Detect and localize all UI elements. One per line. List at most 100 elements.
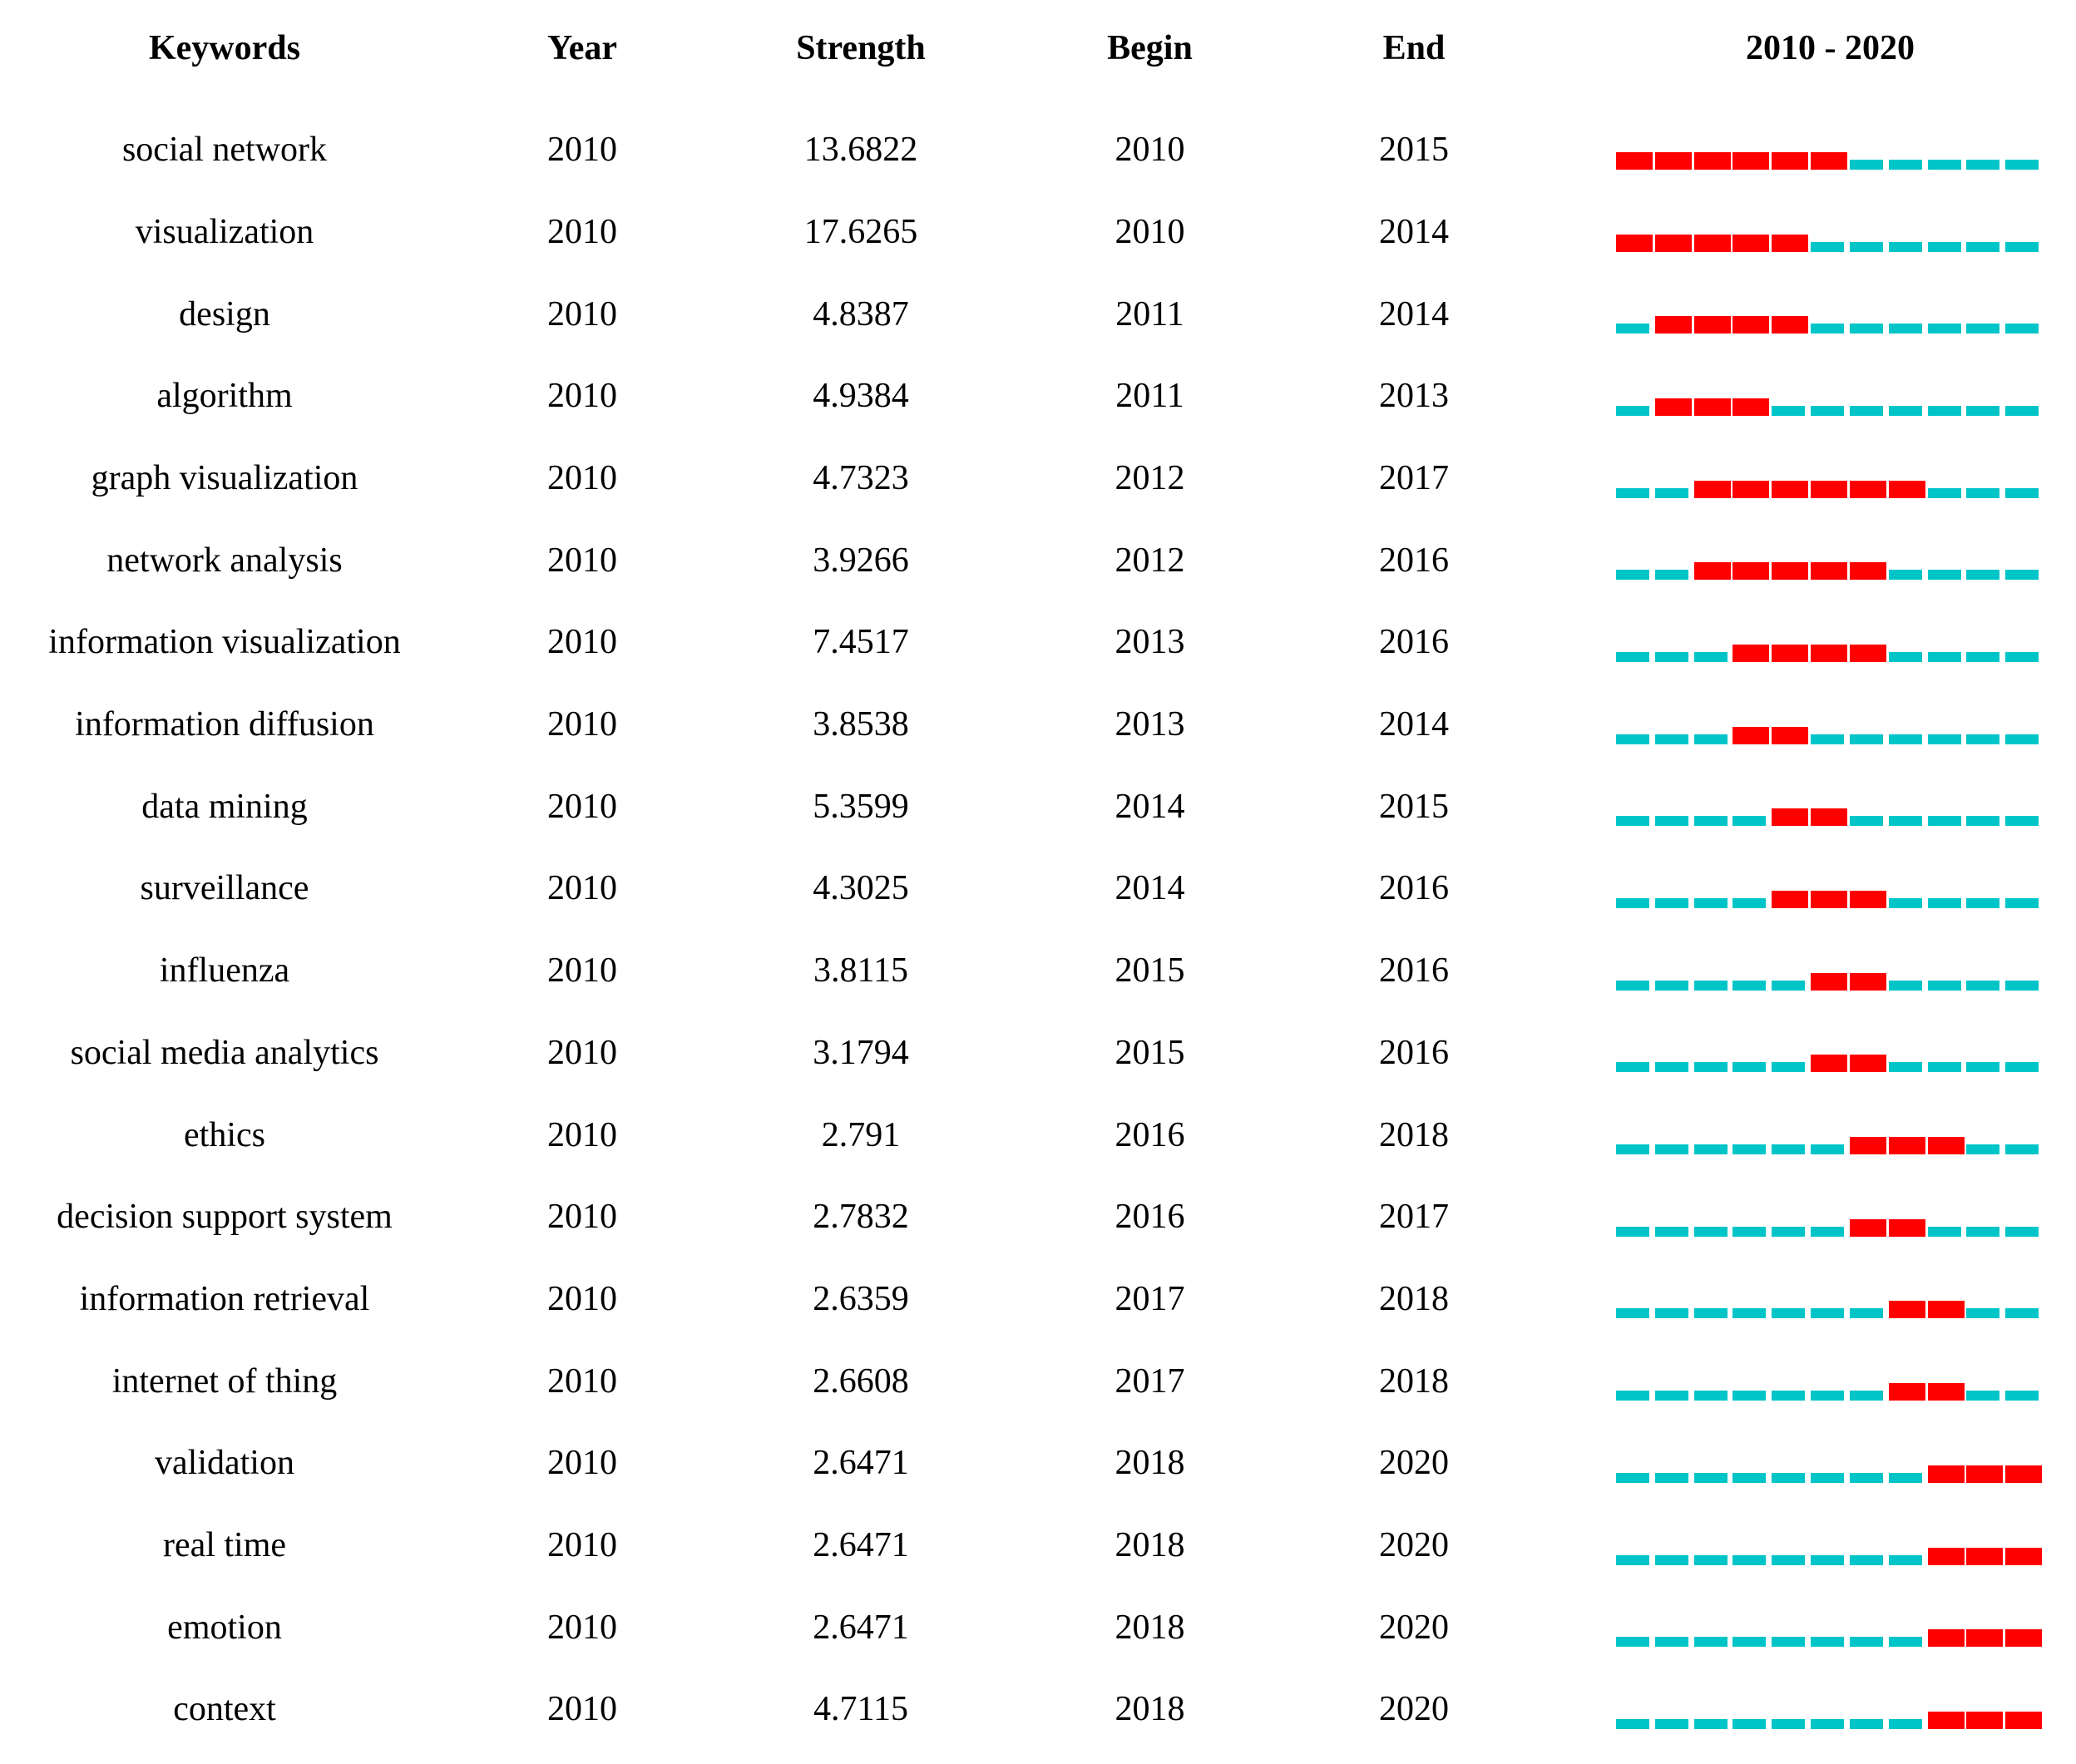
table-row: emotion 2010 2.6471 2018 2020: [0, 1586, 2076, 1668]
base-segment-2010: [1616, 1637, 1655, 1648]
end-cell: 2018: [1379, 1279, 1449, 1318]
burst-segment-2011: [1654, 151, 1694, 170]
burst-segment-2013: [1732, 398, 1772, 416]
burst-timeline-bar: [1616, 808, 2044, 827]
strength-cell: 2.791: [821, 1115, 901, 1154]
burst-segment-2018: [1927, 1711, 1967, 1729]
base-segment-2016: [1849, 1637, 1889, 1648]
base-segment-2013: [1732, 1391, 1772, 1401]
table-row: information diffusion 2010 3.8538 2013 2…: [0, 684, 2076, 766]
base-segment-2020: [2005, 734, 2044, 744]
keyword-cell: emotion: [167, 1608, 282, 1647]
keyword-cell: decision support system: [57, 1198, 393, 1237]
base-segment-2017: [1888, 651, 1928, 662]
timeline-cell: [1535, 1372, 2076, 1401]
base-segment-2012: [1693, 1472, 1733, 1483]
base-segment-2016: [1849, 1308, 1889, 1319]
base-segment-2016: [1849, 734, 1889, 744]
burst-segment-2012: [1693, 234, 1733, 252]
table-row: design 2010 4.8387 2011 2014: [0, 273, 2076, 355]
table-row: network analysis 2010 3.9266 2012 2016: [0, 519, 2076, 601]
base-segment-2011: [1654, 487, 1694, 498]
header-timeline: 2010 - 2020: [1535, 29, 2076, 67]
year-cell: 2010: [547, 212, 617, 251]
burst-timeline-bar: [1616, 480, 2044, 498]
base-segment-2010: [1616, 1554, 1655, 1565]
strength-cell: 4.7323: [813, 459, 909, 497]
base-segment-2019: [1966, 570, 2005, 581]
keyword-cell: internet of thing: [111, 1361, 338, 1401]
timeline-cell: [1535, 1455, 2076, 1483]
keyword-cell: network analysis: [106, 541, 343, 580]
burst-timeline-bar: [1616, 1301, 2044, 1319]
timeline-cell: [1535, 1537, 2076, 1565]
base-segment-2017: [1888, 816, 1928, 827]
base-segment-2012: [1693, 816, 1733, 827]
burst-segment-2014: [1772, 316, 1811, 334]
base-segment-2010: [1616, 324, 1655, 334]
burst-segment-2015: [1811, 480, 1850, 498]
keyword-cell: surveillance: [140, 869, 309, 908]
base-segment-2020: [2005, 1308, 2044, 1319]
base-segment-2017: [1888, 1718, 1928, 1729]
begin-cell: 2018: [1115, 1525, 1185, 1564]
base-segment-2014: [1772, 1472, 1811, 1483]
base-segment-2011: [1654, 1637, 1694, 1648]
end-cell: 2013: [1379, 377, 1449, 416]
base-segment-2013: [1732, 1637, 1772, 1648]
begin-cell: 2011: [1115, 377, 1184, 416]
keyword-cell: ethics: [184, 1115, 265, 1154]
base-segment-2014: [1772, 980, 1811, 991]
base-segment-2018: [1927, 1226, 1967, 1237]
base-segment-2019: [1966, 1391, 2005, 1401]
burst-timeline-bar: [1616, 726, 2044, 744]
base-segment-2011: [1654, 1391, 1694, 1401]
strength-cell: 4.9384: [813, 377, 909, 416]
year-cell: 2010: [547, 377, 617, 416]
begin-cell: 2017: [1115, 1361, 1185, 1401]
burst-segment-2014: [1772, 726, 1811, 744]
burst-timeline-bar: [1616, 398, 2044, 416]
base-segment-2020: [2005, 159, 2044, 170]
base-segment-2018: [1927, 324, 1967, 334]
base-segment-2020: [2005, 570, 2044, 581]
timeline-cell: [1535, 1208, 2076, 1237]
timeline-cell: [1535, 470, 2076, 498]
base-segment-2014: [1772, 1554, 1811, 1565]
base-segment-2010: [1616, 487, 1655, 498]
base-segment-2010: [1616, 651, 1655, 662]
base-segment-2014: [1772, 1391, 1811, 1401]
table-body: social network 2010 13.6822 2010 2015 vi…: [0, 109, 2076, 1751]
end-cell: 2015: [1379, 131, 1449, 170]
year-cell: 2010: [547, 705, 617, 744]
year-cell: 2010: [547, 1279, 617, 1318]
base-segment-2020: [2005, 980, 2044, 991]
timeline-cell: [1535, 388, 2076, 416]
header-strength: Strength: [796, 28, 926, 67]
timeline-cell: [1535, 716, 2076, 744]
table-row: information visualization 2010 7.4517 20…: [0, 601, 2076, 684]
base-segment-2013: [1732, 980, 1772, 991]
year-cell: 2010: [547, 541, 617, 580]
base-segment-2014: [1772, 1226, 1811, 1237]
end-cell: 2014: [1379, 294, 1449, 334]
base-segment-2010: [1616, 1144, 1655, 1155]
burst-segment-2013: [1732, 234, 1772, 252]
base-segment-2018: [1927, 734, 1967, 744]
burst-timeline-bar: [1616, 1465, 2044, 1483]
base-segment-2019: [1966, 324, 2005, 334]
table-row: influenza 2010 3.8115 2015 2016: [0, 930, 2076, 1012]
burst-segment-2013: [1732, 151, 1772, 170]
base-segment-2017: [1888, 241, 1928, 252]
burst-segment-2016: [1849, 644, 1889, 662]
burst-segment-2013: [1732, 726, 1772, 744]
burst-segment-2016: [1849, 891, 1889, 909]
base-segment-2017: [1888, 1554, 1928, 1565]
base-segment-2011: [1654, 1308, 1694, 1319]
base-segment-2018: [1927, 980, 1967, 991]
burst-segment-2012: [1693, 151, 1733, 170]
burst-segment-2012: [1693, 480, 1733, 498]
timeline-cell: [1535, 1701, 2076, 1729]
base-segment-2011: [1654, 1226, 1694, 1237]
begin-cell: 2016: [1115, 1115, 1185, 1154]
